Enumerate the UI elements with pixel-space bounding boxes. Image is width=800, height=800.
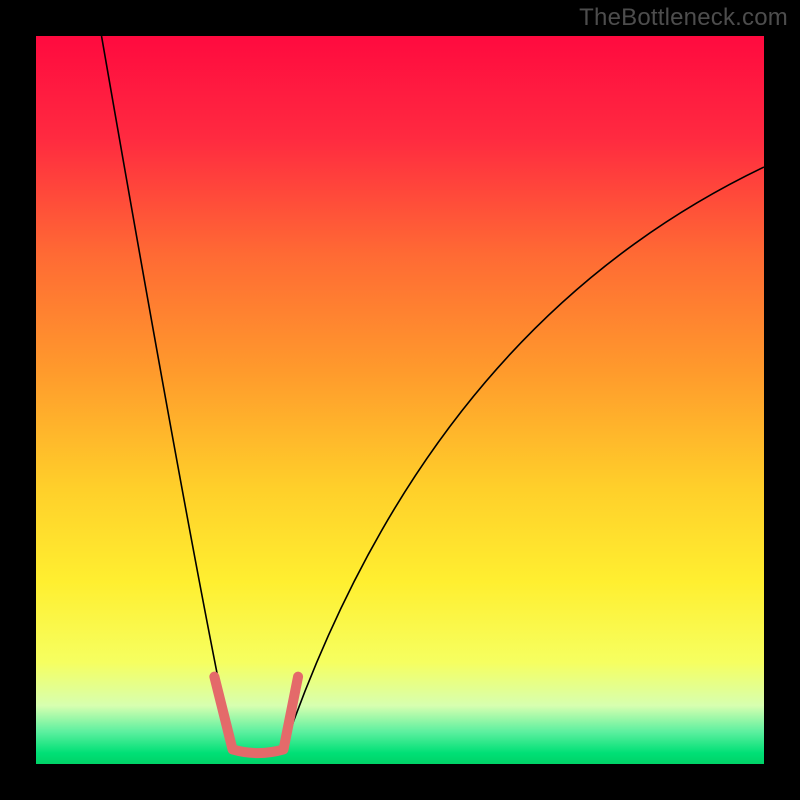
bottleneck-chart bbox=[36, 36, 764, 764]
chart-frame: TheBottleneck.com bbox=[0, 0, 800, 800]
watermark-text: TheBottleneck.com bbox=[579, 4, 788, 32]
plot-area bbox=[36, 36, 764, 764]
gradient-background bbox=[36, 36, 764, 764]
